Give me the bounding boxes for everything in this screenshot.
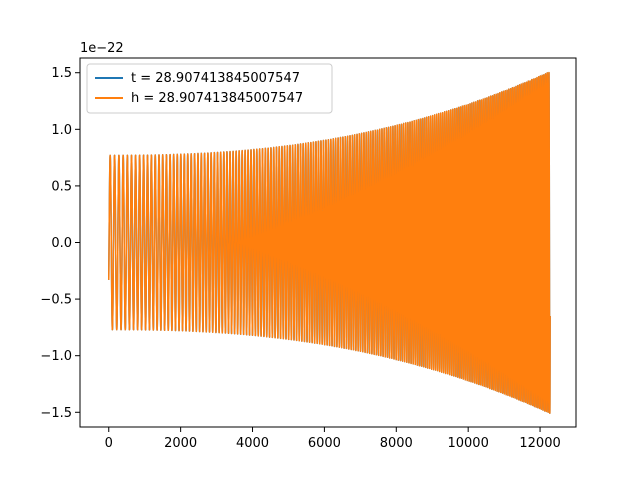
x-axis: 0 2000 4000 6000 8000 10000 12000: [105, 427, 561, 451]
y-tick-label: 1.0: [51, 123, 72, 138]
y-tick-label: −0.5: [40, 293, 72, 308]
series-layer: [108, 71, 551, 414]
x-tick-label: 0: [105, 436, 113, 451]
y-tick-label: 0.0: [51, 236, 72, 251]
x-tick-label: 12000: [519, 436, 560, 451]
y-tick-label: −1.5: [40, 406, 72, 421]
x-tick-label: 8000: [380, 436, 413, 451]
y-tick-label: 1.5: [51, 66, 72, 81]
y-offset-label: 1e−22: [80, 41, 124, 56]
series-line-h: [108, 71, 551, 414]
y-axis: −1.5 −1.0 −0.5 0.0 0.5 1.0 1.5: [40, 66, 80, 421]
y-tick-label: 0.5: [51, 179, 72, 194]
legend-label-t: t = 28.907413845007547: [131, 71, 300, 86]
x-tick-label: 2000: [164, 436, 197, 451]
y-tick-label: −1.0: [40, 349, 72, 364]
legend: t = 28.907413845007547 h = 28.9074138450…: [86, 63, 333, 114]
x-tick-label: 10000: [447, 436, 488, 451]
x-tick-label: 6000: [308, 436, 341, 451]
x-tick-label: 4000: [236, 436, 269, 451]
legend-label-h: h = 28.907413845007547: [131, 91, 303, 106]
legend-box: [86, 63, 333, 114]
